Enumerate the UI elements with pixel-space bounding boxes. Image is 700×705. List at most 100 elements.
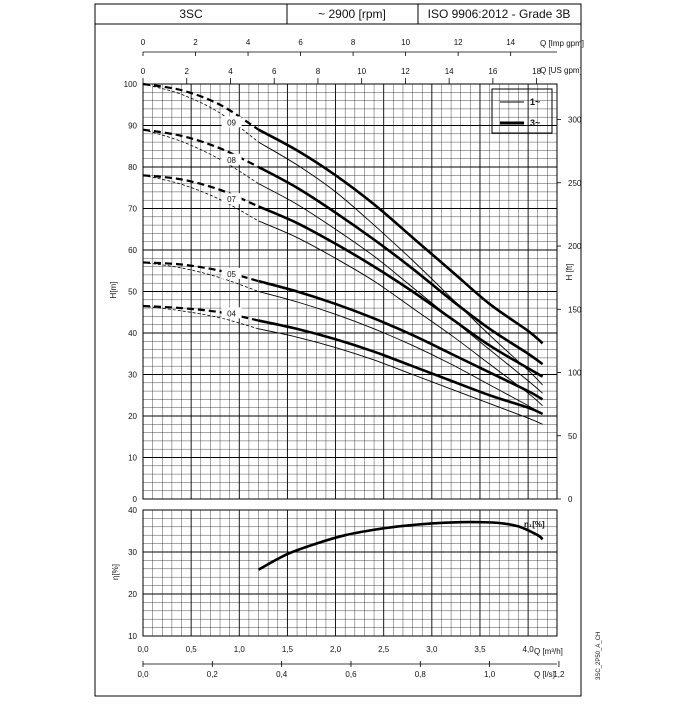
us-gpm-tick-label: 6 — [272, 67, 277, 76]
h-m-tick-label: 20 — [128, 412, 137, 421]
curve-07-three-phase-extrapolation — [142, 174, 259, 208]
h-m-tick-label: 90 — [128, 122, 137, 131]
efficiency-series-label: η₁[%] — [524, 520, 545, 529]
curve-04-single-phase — [258, 328, 543, 425]
q-m3h-tick-label: 4,0 — [523, 645, 535, 654]
h-m-tick-label: 0 — [133, 495, 138, 504]
h-m-tick-label: 80 — [128, 163, 137, 172]
imp-gpm-axis-label: Q [Imp gpm] — [540, 39, 584, 48]
q-ls-tick-label: 0,2 — [207, 670, 219, 679]
imp-gpm-tick-label: 2 — [193, 38, 198, 47]
imp-gpm-tick-label: 10 — [401, 38, 410, 47]
q-m3h-tick-label: 1,0 — [234, 645, 246, 654]
h-ft-tick-label: 50 — [568, 432, 577, 441]
q-m3h-tick-label: 1,5 — [282, 645, 294, 654]
q-m3h-tick-label: 3,5 — [474, 645, 486, 654]
q-ls-tick-label: 0,4 — [276, 670, 288, 679]
imp-gpm-tick-label: 14 — [506, 38, 515, 47]
q-m3h-tick-label: 2,0 — [330, 645, 342, 654]
h-ft-tick-label: 150 — [568, 305, 582, 314]
eta-axis-label: η[%] — [111, 564, 120, 580]
h-m-tick-label: 40 — [128, 329, 137, 338]
curve-09-three-phase — [257, 128, 544, 345]
header-bar: 3SC ~ 2900 [rpm] ISO 9906:2012 - Grade 3… — [94, 3, 582, 25]
curve-label-09: 09 — [227, 118, 236, 127]
h-m-tick-label: 100 — [124, 80, 138, 89]
eta-tick-label: 10 — [128, 632, 137, 641]
curve-05-single-phase-extrapolation — [142, 262, 259, 292]
us-gpm-tick-label: 2 — [185, 67, 190, 76]
curve-08-three-phase — [257, 165, 544, 366]
us-gpm-tick-label: 8 — [316, 67, 321, 76]
us-gpm-tick-label: 4 — [228, 67, 233, 76]
eta-tick-label: 40 — [128, 506, 137, 515]
q-m3h-axis-label: Q [m³/h] — [534, 647, 563, 656]
curve-04-three-phase-extrapolation — [142, 304, 259, 322]
curve-label-bg — [221, 116, 242, 128]
h-m-tick-label: 60 — [128, 246, 137, 255]
legend-label-single-phase: 1~ — [530, 97, 540, 107]
curve-09-single-phase-extrapolation — [142, 83, 259, 143]
curve-07-single-phase-extrapolation — [142, 174, 259, 222]
us-gpm-tick-label: 0 — [141, 67, 146, 76]
side-reference-label: 3SC_2P50_A_CH — [596, 632, 602, 680]
legend-label-three-phase: 3~ — [530, 118, 540, 128]
imp-gpm-tick-label: 12 — [454, 38, 463, 47]
curve-label-08: 08 — [227, 156, 236, 165]
curve-08-single-phase-extrapolation — [142, 129, 259, 184]
legend: 1~ 3~ — [491, 88, 553, 134]
curve-08-three-phase-extrapolation — [142, 128, 260, 168]
curve-label-bg — [221, 153, 242, 165]
curve-05-three-phase-extrapolation — [142, 261, 259, 283]
curve-09-single-phase — [258, 141, 543, 386]
imp-gpm-tick-label: 4 — [246, 38, 251, 47]
q-ls-tick-label: 0,6 — [345, 670, 357, 679]
h-m-tick-label: 50 — [128, 288, 137, 297]
h-ft-tick-label: 0 — [568, 495, 573, 504]
curve-09-three-phase-extrapolation — [142, 82, 260, 131]
h-ft-tick-label: 250 — [568, 179, 582, 188]
us-gpm-tick-label: 14 — [445, 67, 454, 76]
eff-plot-frame — [142, 509, 558, 637]
outer-frame — [94, 23, 582, 697]
q-ls-tick-label: 1,2 — [553, 670, 565, 679]
us-gpm-tick-label: 16 — [488, 67, 497, 76]
h-m-tick-label: 70 — [128, 205, 137, 214]
h-ft-tick-label: 300 — [568, 116, 582, 125]
us-gpm-tick-label: 12 — [401, 67, 410, 76]
q-ls-tick-label: 0,0 — [137, 670, 149, 679]
eta-tick-label: 30 — [128, 548, 137, 557]
curve-04-single-phase-extrapolation — [142, 305, 259, 330]
q-m3h-tick-label: 2,5 — [378, 645, 390, 654]
curve-08-single-phase — [258, 183, 543, 394]
curve-label-bg — [221, 307, 242, 319]
q-m3h-tick-label: 0,0 — [137, 645, 149, 654]
efficiency-curve — [257, 520, 544, 571]
curve-label-04: 04 — [227, 309, 236, 318]
curve-05-single-phase — [258, 291, 543, 415]
h-m-tick-label: 10 — [128, 454, 137, 463]
us-gpm-tick-label: 10 — [357, 67, 366, 76]
h-ft-tick-label: 100 — [568, 369, 582, 378]
curve-label-05: 05 — [227, 270, 236, 279]
curve-07-three-phase — [258, 205, 544, 378]
curve-label-bg — [221, 193, 242, 205]
curve-label-07: 07 — [227, 195, 236, 204]
q-m3h-tick-label: 3,0 — [426, 645, 438, 654]
us-gpm-tick-label: 18 — [532, 67, 541, 76]
header-standard: ISO 9906:2012 - Grade 3B — [428, 7, 571, 21]
header-model: 3SC — [179, 7, 203, 21]
h-ft-tick-label: 200 — [568, 242, 582, 251]
h-ft-axis-label: H [ft] — [565, 264, 574, 281]
curve-05-three-phase — [258, 279, 544, 401]
q-ls-tick-label: 1,0 — [484, 670, 496, 679]
q-m3h-tick-label: 0,5 — [186, 645, 198, 654]
h-m-tick-label: 30 — [128, 371, 137, 380]
header-speed: ~ 2900 [rpm] — [318, 7, 386, 21]
curve-04-three-phase — [258, 319, 544, 416]
us-gpm-axis-label: Q [US gpm] — [540, 66, 582, 75]
curve-label-bg — [221, 267, 242, 279]
h-m-axis-label: H[m] — [109, 282, 118, 299]
eta-tick-label: 20 — [128, 590, 137, 599]
